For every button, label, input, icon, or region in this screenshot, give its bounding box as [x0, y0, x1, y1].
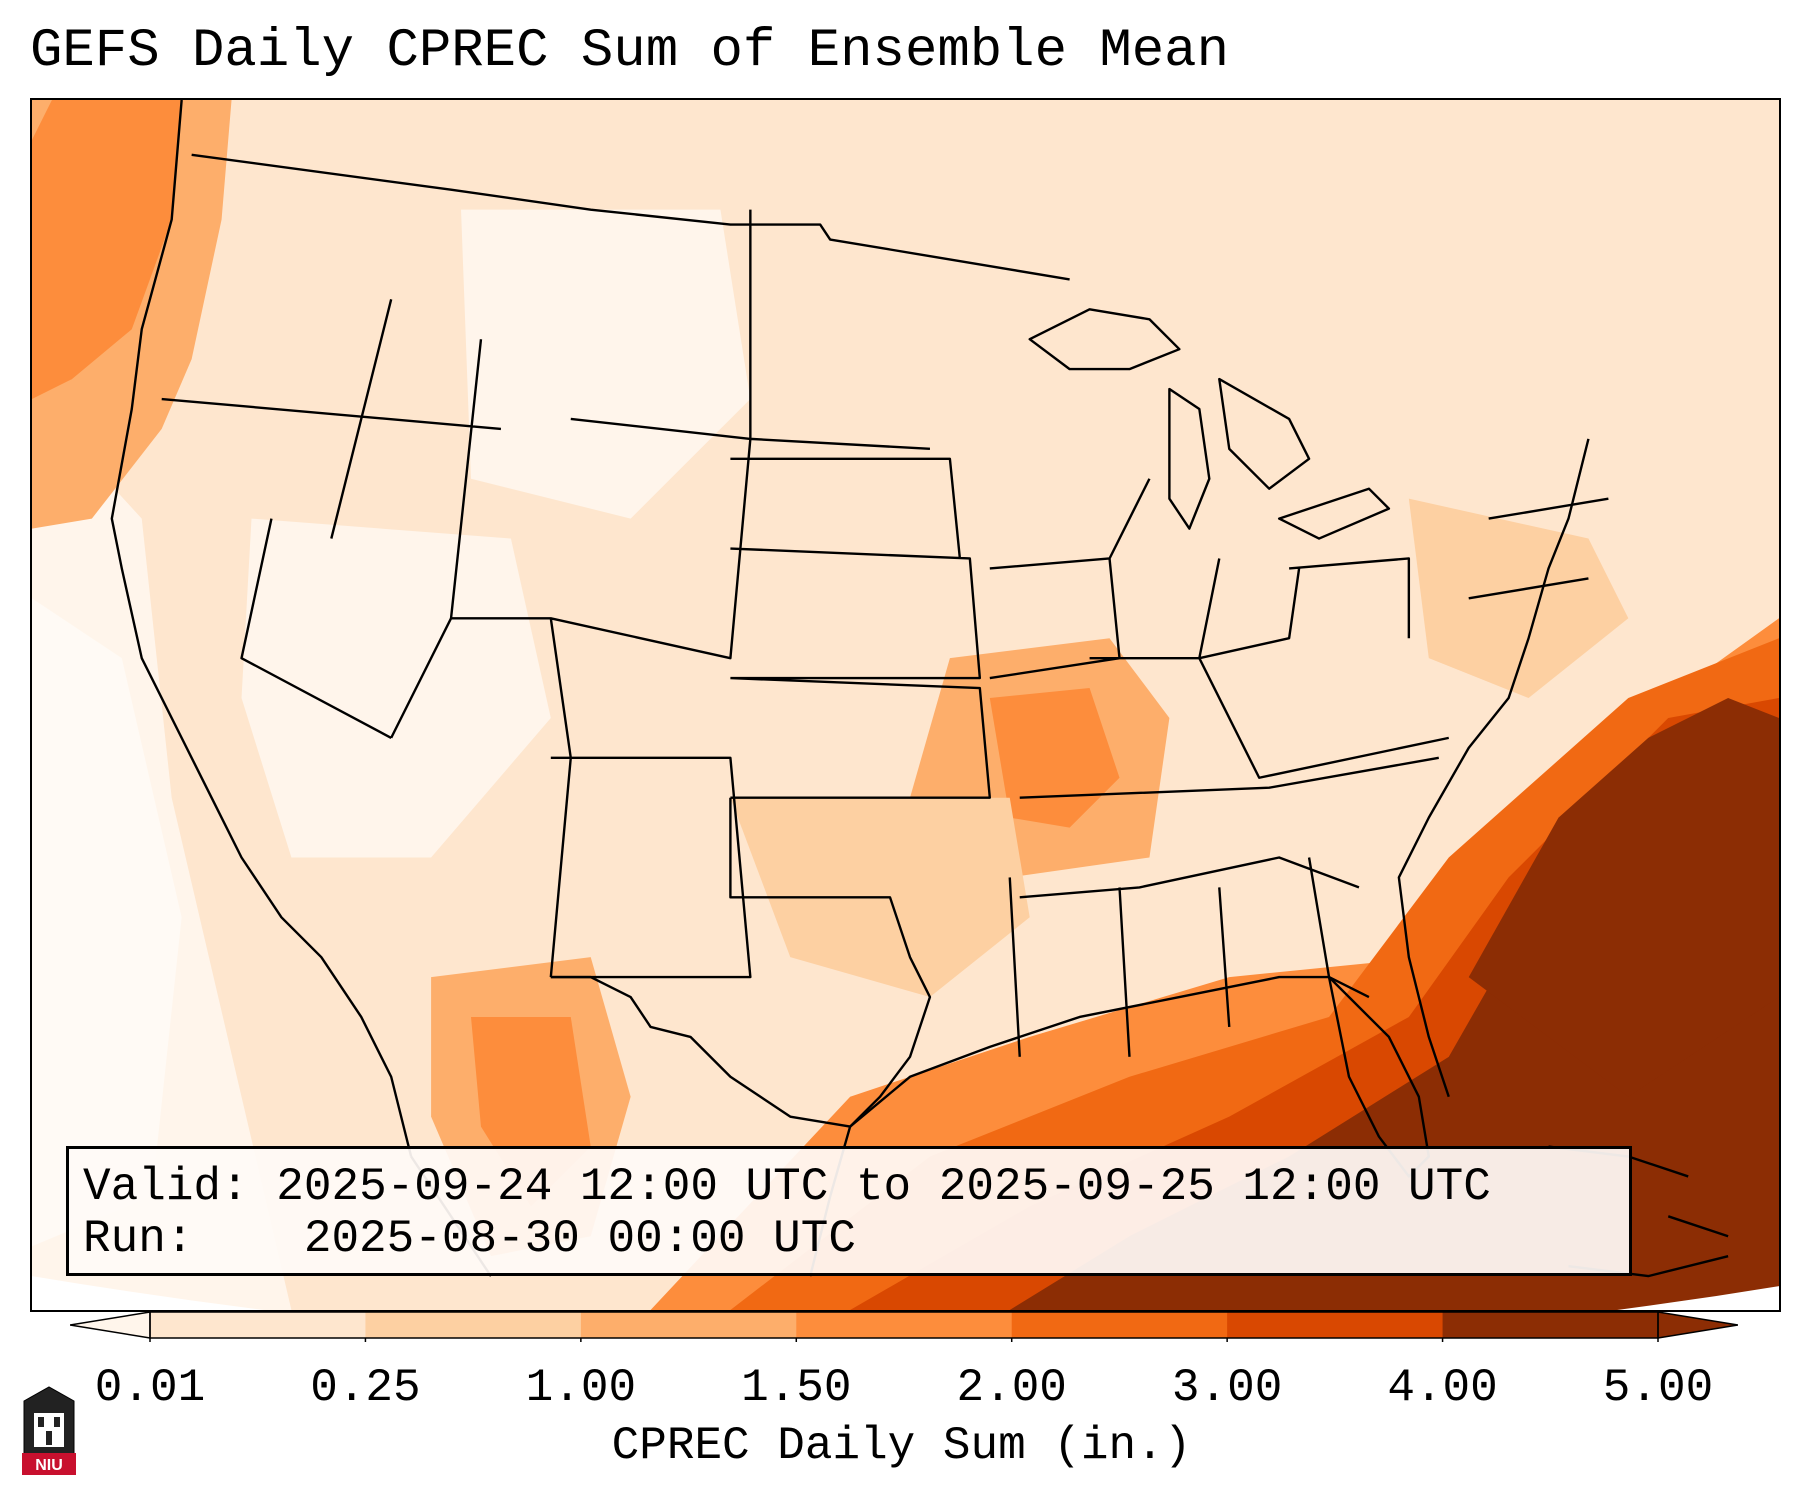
map-title: GEFS Daily CPREC Sum of Ensemble Mean: [30, 21, 1229, 82]
colorbar-tick-label: 5.00: [1602, 1362, 1714, 1414]
colorbar-tick-label: 1.50: [741, 1362, 852, 1414]
colorbar-tick-label: 2.00: [956, 1362, 1067, 1414]
state-lines: [161, 209, 1609, 1057]
precip-map: [32, 100, 1779, 1310]
map-panel: [30, 98, 1781, 1312]
valid-run-info-box: Valid: 2025-09-24 12:00 UTC to 2025-09-2…: [66, 1146, 1632, 1276]
colorbar-segment: [580, 1312, 797, 1338]
gulf-coastline: [849, 975, 1370, 1128]
field-west-light: [241, 518, 551, 858]
valid-value: 2025-09-24 12:00 UTC to 2025-09-25 12:00…: [276, 1161, 1491, 1213]
run-value: 2025-08-30 00:00 UTC: [303, 1213, 856, 1265]
valid-line: Valid: 2025-09-24 12:00 UTC to 2025-09-2…: [83, 1161, 1615, 1213]
colorbar-segment: [796, 1312, 1013, 1338]
run-label: Run:: [83, 1213, 194, 1265]
colorbar-extend-right: [1657, 1311, 1738, 1339]
west-coastline: [110, 100, 413, 1157]
field-rockies-light: [461, 209, 751, 519]
colorbar-segment: [1011, 1312, 1228, 1338]
boundaries: [110, 100, 1729, 1278]
texas: [550, 797, 932, 1128]
field-pacific-light2: [32, 598, 182, 1247]
colorbar-label: CPREC Daily Sum (in.): [611, 1420, 1192, 1472]
colorbar: [70, 1311, 1738, 1342]
colorbar-outline: [149, 1311, 1659, 1339]
lake-michigan: [1168, 387, 1211, 530]
colorbar-segment: [150, 1312, 366, 1338]
colorbar-segment: [1442, 1312, 1659, 1338]
colorbar-tick-label: 0.25: [310, 1362, 421, 1414]
field-atlantic-max: [1468, 698, 1779, 1097]
niu-logo: NIU: [22, 1386, 76, 1475]
colorbar-tick-label: 1.00: [525, 1362, 637, 1414]
lake-superior: [1028, 308, 1181, 371]
colorbar-segment: [1227, 1312, 1444, 1338]
field-pnw-wet2: [32, 100, 182, 400]
logo-text: NIU: [35, 1457, 63, 1474]
field-northeast: [1408, 498, 1629, 699]
colorbar-tick-label: 0.01: [94, 1362, 206, 1414]
field-central2: [989, 688, 1120, 828]
field-outside-proj: [32, 1276, 1779, 1310]
colorbar-tick-label: 4.00: [1387, 1362, 1498, 1414]
colorbar-tick-label: 3.00: [1171, 1362, 1283, 1414]
canada-border: [191, 153, 1070, 281]
logo-banner: [22, 1453, 76, 1475]
valid-label: Valid:: [83, 1161, 249, 1213]
colorbar-segment: [365, 1312, 582, 1338]
lake-huron: [1218, 377, 1311, 490]
lake-erie: [1277, 487, 1391, 540]
colorbar-extend-left: [70, 1311, 151, 1339]
east-coastline: [1397, 438, 1590, 1098]
run-line: Run: 2025-08-30 00:00 UTC: [83, 1213, 1615, 1265]
